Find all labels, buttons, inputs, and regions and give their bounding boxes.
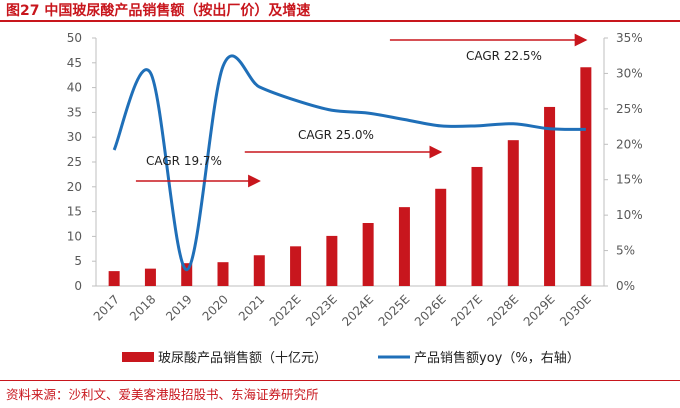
legend-line-label: 产品销售额yoy（%，右轴） bbox=[414, 350, 580, 366]
x-tick-label: 2022E bbox=[267, 292, 304, 329]
bar bbox=[362, 223, 374, 286]
x-tick-label: 2021 bbox=[236, 292, 267, 323]
bar bbox=[253, 255, 265, 286]
right-tick-label: 5% bbox=[616, 244, 635, 258]
right-tick-label: 30% bbox=[616, 66, 643, 80]
x-tick-label: 2018 bbox=[127, 292, 158, 323]
bar bbox=[435, 188, 447, 286]
left-tick-label: 25 bbox=[67, 155, 82, 169]
legend-bar-label: 玻尿酸产品销售额（十亿元） bbox=[158, 350, 327, 366]
x-tick-label: 2026E bbox=[412, 292, 449, 329]
x-tick-label: 2023E bbox=[303, 292, 340, 329]
left-tick-label: 0 bbox=[74, 279, 82, 293]
bar bbox=[544, 106, 556, 286]
cagr-label: CAGR 19.7% bbox=[146, 154, 222, 168]
bar bbox=[217, 262, 229, 286]
cagr-label: CAGR 22.5% bbox=[466, 49, 542, 63]
x-tick-label: 2027E bbox=[448, 292, 485, 329]
left-tick-label: 10 bbox=[67, 229, 82, 243]
right-tick-label: 20% bbox=[616, 137, 643, 151]
bar bbox=[144, 268, 156, 286]
cagr-label: CAGR 25.0% bbox=[298, 128, 374, 142]
source-note: 资料来源：沙利文、爱美客港股招股书、东海证券研究所 bbox=[6, 387, 319, 402]
left-tick-label: 50 bbox=[67, 31, 82, 45]
left-tick-label: 35 bbox=[67, 105, 82, 119]
left-tick-label: 40 bbox=[67, 81, 82, 95]
right-tick-label: 15% bbox=[616, 173, 643, 187]
left-tick-label: 20 bbox=[67, 180, 82, 194]
bar bbox=[326, 235, 338, 286]
right-tick-label: 0% bbox=[616, 279, 635, 293]
bar bbox=[507, 140, 519, 286]
bar bbox=[580, 67, 592, 286]
x-tick-label: 2029E bbox=[521, 292, 558, 329]
x-tick-label: 2017 bbox=[91, 292, 122, 323]
right-tick-label: 10% bbox=[616, 208, 643, 222]
x-tick-label: 2028E bbox=[484, 292, 521, 329]
x-tick-label: 2030E bbox=[557, 292, 594, 329]
x-tick-label: 2020 bbox=[200, 292, 231, 323]
source-divider bbox=[0, 380, 680, 381]
bar bbox=[290, 246, 302, 286]
bar bbox=[398, 207, 410, 286]
bar bbox=[181, 263, 193, 286]
right-tick-label: 25% bbox=[616, 102, 643, 116]
bar bbox=[471, 166, 483, 286]
left-tick-label: 15 bbox=[67, 205, 82, 219]
right-tick-label: 35% bbox=[616, 31, 643, 45]
legend-bar-swatch bbox=[122, 352, 154, 362]
x-tick-label: 2024E bbox=[339, 292, 376, 329]
bar bbox=[108, 271, 120, 286]
x-tick-label: 2025E bbox=[376, 292, 413, 329]
left-tick-label: 30 bbox=[67, 130, 82, 144]
figure-title: 图27 中国玻尿酸产品销售额（按出厂价）及增速 bbox=[6, 3, 311, 19]
left-tick-label: 5 bbox=[74, 254, 82, 268]
left-tick-label: 45 bbox=[67, 56, 82, 70]
title-divider bbox=[0, 20, 680, 22]
x-tick-label: 2019 bbox=[163, 292, 194, 323]
yoy-line bbox=[112, 54, 586, 272]
